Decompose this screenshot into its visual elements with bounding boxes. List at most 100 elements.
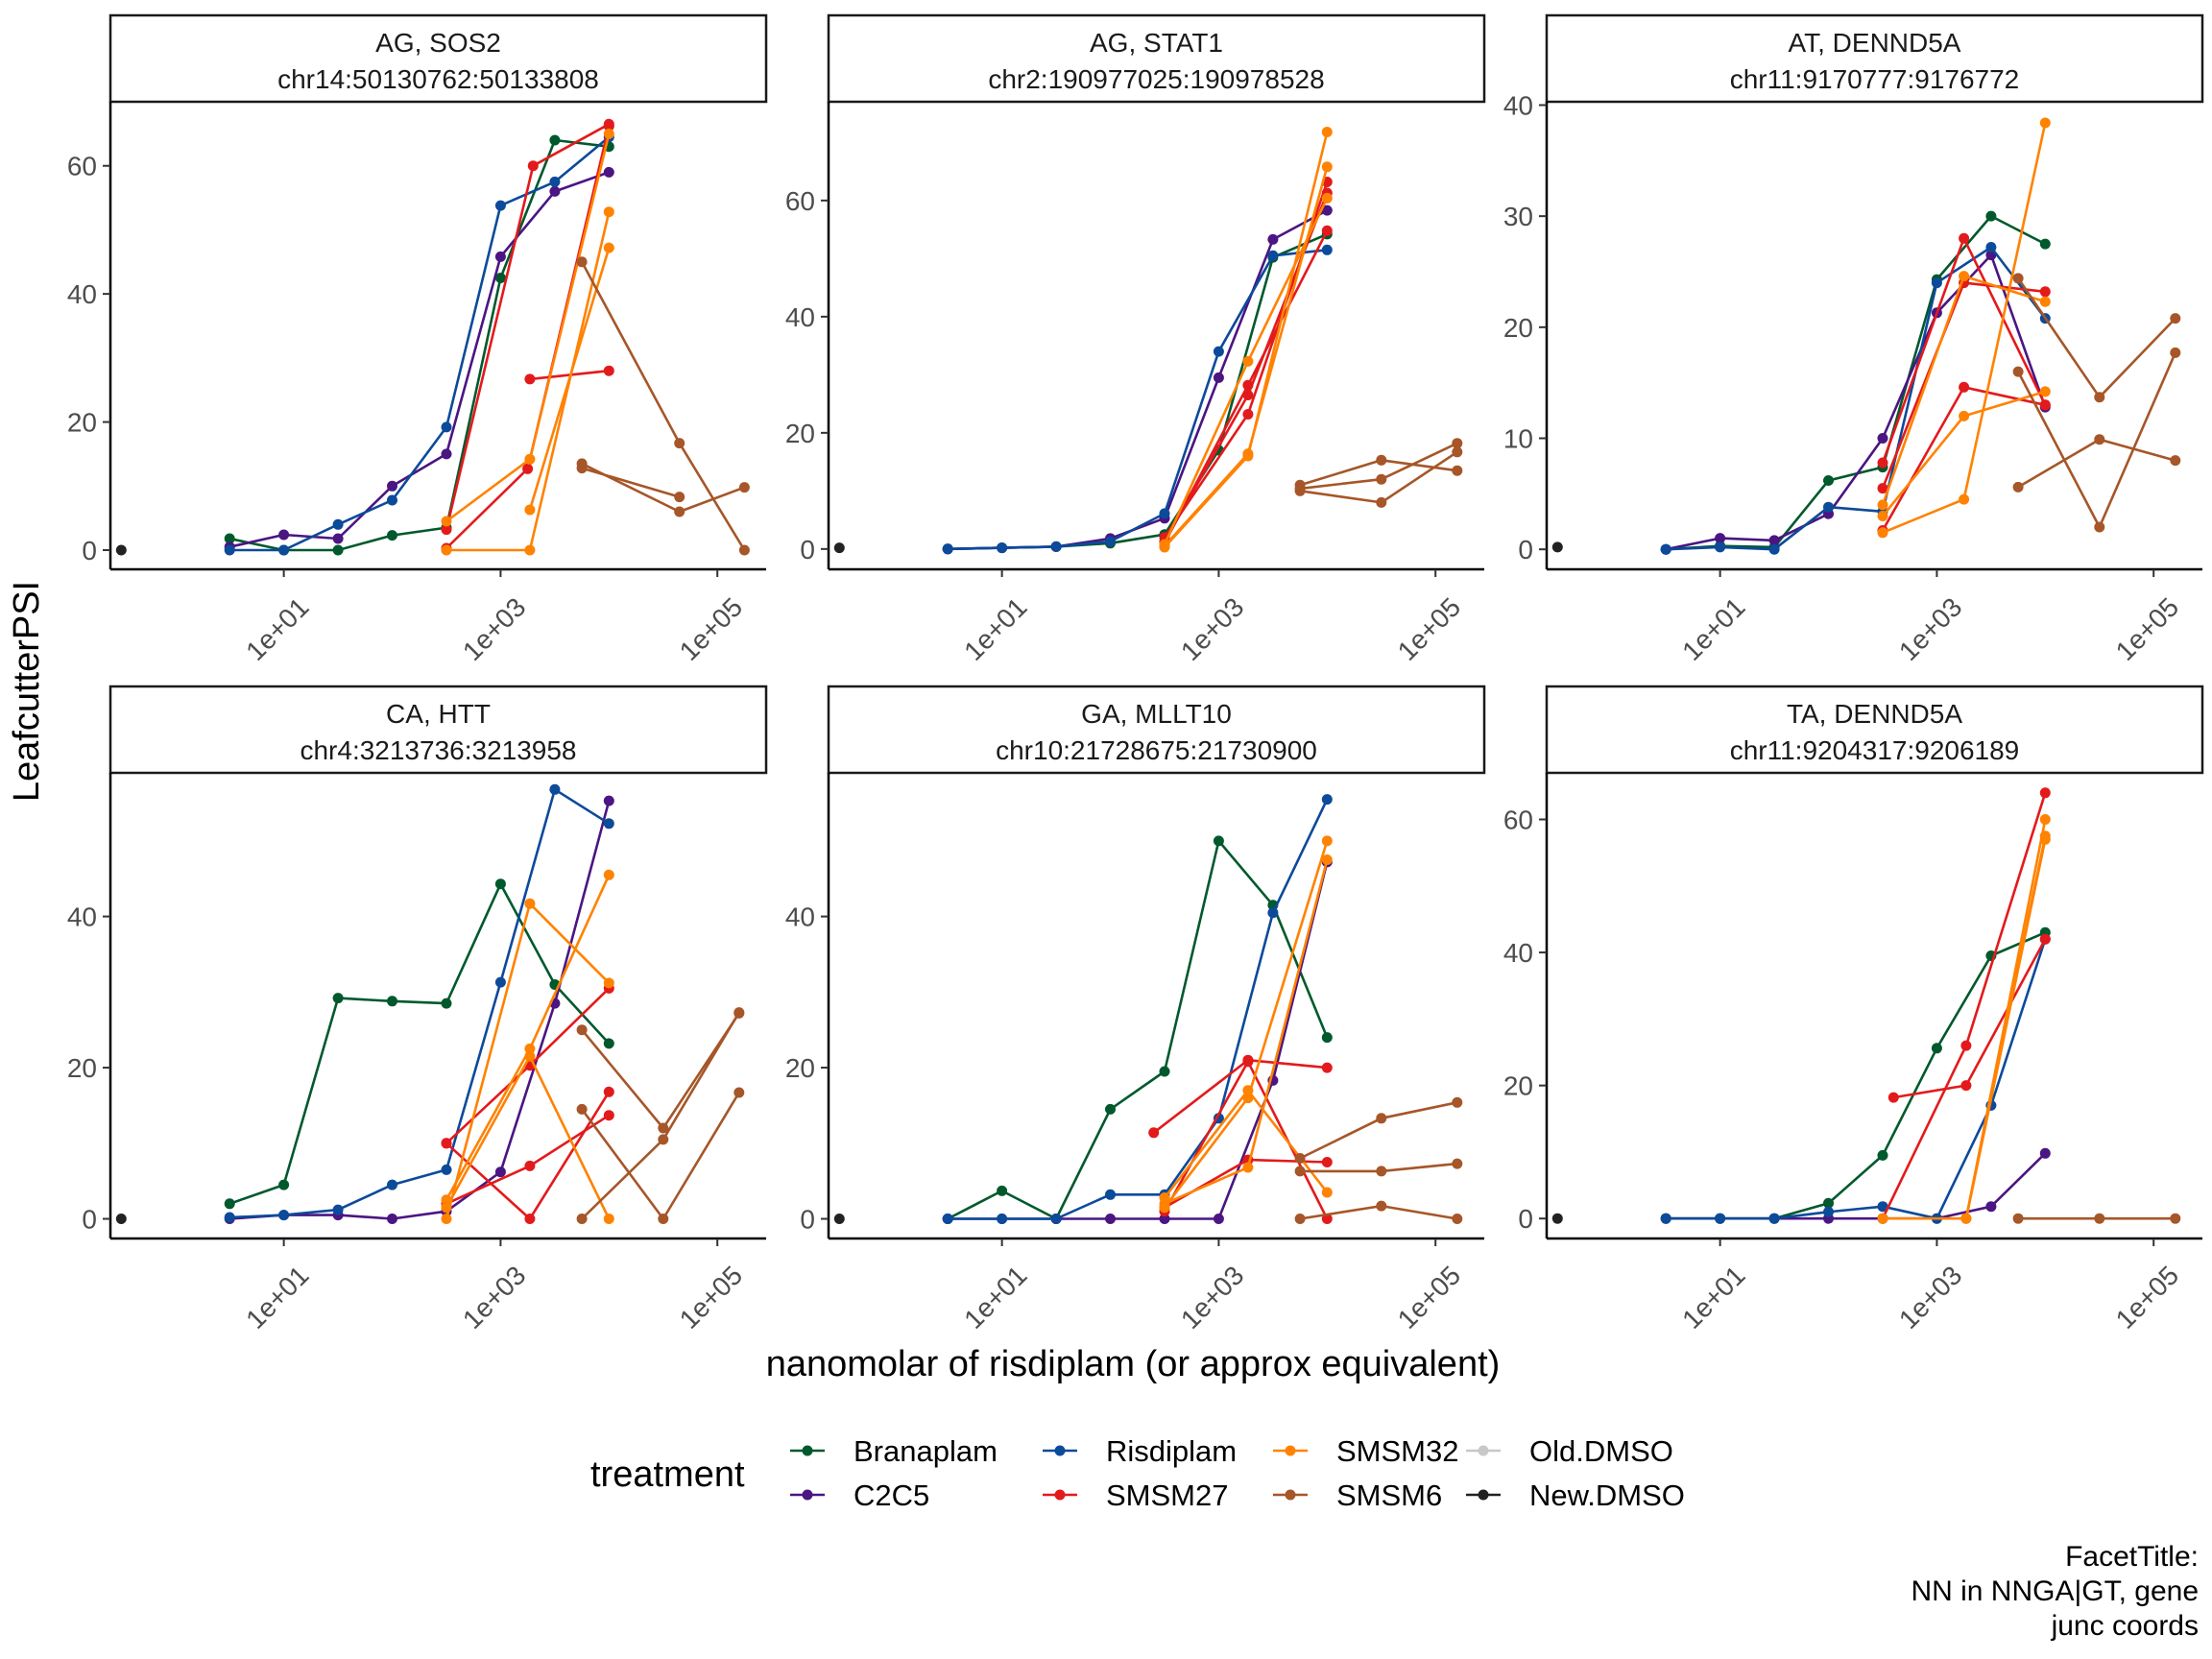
data-point-c2c5	[387, 1214, 397, 1224]
data-point-smsm27	[1242, 409, 1254, 420]
data-point-smsm32	[1321, 127, 1333, 137]
data-point-smsm32	[524, 1043, 536, 1054]
data-point-smsm6	[2094, 434, 2105, 445]
data-point-risdiplam	[1213, 346, 1224, 357]
y-tick-label: 0	[1518, 1204, 1533, 1234]
data-point-smsm32	[524, 898, 536, 909]
facet-panel: GA, MLLT10 chr10:21728675:21730900 0 20 40 1e…	[785, 685, 1486, 1335]
data-point-smsm27	[2039, 286, 2051, 298]
data-point-risdiplam	[1768, 1213, 1780, 1224]
data-point-c2c5	[1877, 433, 1888, 444]
data-point-risdiplam	[942, 1214, 953, 1224]
y-tick-label: 60	[1503, 805, 1533, 835]
data-point-smsm32	[441, 1194, 452, 1206]
data-point-smsm32	[603, 869, 614, 880]
data-point-smsm32	[1242, 355, 1254, 367]
data-point-smsm6	[2094, 392, 2105, 403]
legend: treatment Branaplam C2C5 Risdiplam SMSM27 SM…	[590, 1434, 1685, 1512]
y-tick-label: 30	[1503, 202, 1533, 231]
data-point-smsm27	[2039, 787, 2051, 799]
data-point-smsm6	[1376, 496, 1387, 508]
facet-subtitle: chr11:9204317:9206189	[1730, 735, 2020, 765]
legend-label-smsm6: SMSM6	[1336, 1479, 1442, 1512]
x-tick-label: 1e+03	[1175, 1261, 1250, 1335]
data-point-branaplam	[1931, 1043, 1942, 1054]
data-point-branaplam	[1877, 1149, 1888, 1161]
data-point-risdiplam	[278, 1210, 290, 1221]
data-point-smsm32	[524, 504, 536, 516]
series-line-smsm6	[2017, 277, 2176, 398]
caption-line-1: FacetTitle:	[2065, 1541, 2199, 1573]
data-point-smsm6	[1376, 1113, 1387, 1124]
data-point-smsm32	[1959, 493, 1970, 505]
data-point-risdiplam	[441, 421, 452, 433]
data-point-smsm32	[1877, 511, 1888, 521]
data-point-risdiplam	[332, 1204, 344, 1215]
data-point-risdiplam	[441, 1164, 452, 1175]
data-point-branaplam	[494, 878, 506, 890]
data-point-new-dmso	[833, 1214, 845, 1224]
data-point-smsm6	[1452, 1214, 1463, 1224]
data-point-smsm6	[1376, 1166, 1387, 1177]
data-point-branaplam	[387, 530, 397, 541]
data-point-smsm6	[576, 1024, 588, 1036]
data-point-smsm32	[1877, 1213, 1888, 1224]
legend-key-dot-old-dmso	[1478, 1445, 1489, 1456]
data-point-risdiplam	[1877, 1201, 1888, 1213]
data-point-smsm6	[576, 1103, 588, 1115]
x-tick-label: 1e+01	[1676, 592, 1751, 667]
data-point-risdiplam	[278, 544, 290, 556]
x-tick-label: 1e+03	[457, 1261, 532, 1335]
data-point-c2c5	[387, 480, 397, 492]
data-point-risdiplam	[494, 976, 506, 988]
x-tick-label: 1e+01	[1676, 1261, 1751, 1335]
series-line-c2c5	[228, 171, 610, 548]
data-point-smsm27	[1321, 1062, 1333, 1073]
legend-label-old-dmso: Old.DMSO	[1529, 1434, 1673, 1468]
data-point-smsm6	[1294, 1166, 1306, 1177]
data-point-branaplam	[1213, 835, 1224, 847]
data-point-smsm6	[576, 463, 588, 474]
y-axis-title: LeafcutterPSI	[7, 581, 47, 802]
data-point-smsm6	[2012, 1213, 2024, 1224]
data-point-smsm6	[674, 506, 685, 517]
data-point-smsm32	[441, 516, 452, 527]
y-tick-label: 0	[800, 535, 815, 565]
series-line-risdiplam	[1666, 246, 2047, 551]
data-point-smsm6	[658, 1122, 669, 1134]
data-point-smsm32	[2039, 296, 2051, 307]
series-line-risdiplam	[948, 249, 1328, 551]
data-point-smsm27	[1242, 379, 1254, 391]
data-point-smsm6	[1376, 454, 1387, 466]
data-point-c2c5	[603, 795, 614, 806]
data-point-risdiplam	[1660, 543, 1671, 555]
data-point-smsm32	[524, 544, 536, 556]
data-point-smsm27	[1959, 381, 1970, 393]
data-point-smsm32	[441, 1202, 452, 1214]
data-point-smsm32	[603, 977, 614, 989]
data-point-branaplam	[1159, 1066, 1170, 1077]
data-point-new-dmso	[833, 542, 845, 554]
data-point-smsm27	[2039, 399, 2051, 411]
data-point-c2c5	[494, 1166, 506, 1178]
data-point-risdiplam	[224, 544, 235, 556]
series-line-risdiplam	[948, 799, 1329, 1220]
data-point-risdiplam	[942, 543, 953, 555]
legend-label-branaplam: Branaplam	[854, 1434, 998, 1468]
facet-subtitle: chr11:9170777:9176772	[1730, 64, 2020, 94]
data-point-smsm32	[2039, 814, 2051, 825]
y-tick-label: 40	[785, 302, 815, 332]
data-point-smsm27	[1960, 1040, 1972, 1051]
data-point-branaplam	[997, 1185, 1008, 1196]
x-tick-label: 1e+01	[240, 1261, 315, 1335]
series-line-risdiplam	[229, 135, 611, 552]
y-tick-label: 40	[67, 902, 97, 932]
data-point-risdiplam	[332, 518, 344, 530]
data-point-branaplam	[549, 134, 561, 146]
series-line-branaplam	[228, 882, 611, 1206]
data-point-smsm6	[2094, 1213, 2105, 1224]
series-line-smsm27	[1881, 792, 2047, 1219]
data-point-branaplam	[332, 993, 344, 1004]
data-point-branaplam	[441, 998, 452, 1009]
data-point-smsm6	[2012, 273, 2024, 284]
